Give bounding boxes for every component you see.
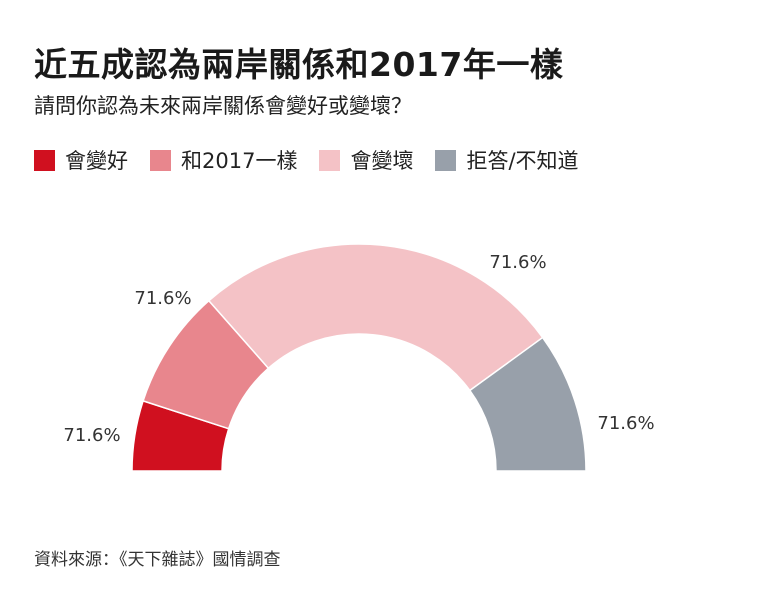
- slice-unknown: [468, 336, 587, 472]
- legend-swatch-unknown: [435, 149, 457, 171]
- chart-subtitle: 請問你認為未來兩岸關係會變好或變壞？: [34, 94, 412, 118]
- data-label-same: 71.6%: [134, 288, 191, 309]
- legend-swatch-better: [34, 149, 55, 171]
- labels-group: 71.6% 71.6% 71.6% 71.6%: [63, 252, 654, 446]
- legend-label-same: 和2017一樣: [181, 149, 298, 173]
- data-label-better: 71.6%: [63, 425, 120, 446]
- legend-label-worse: 會變壞: [350, 149, 414, 173]
- legend-label-unknown: 拒答/不知道: [466, 149, 579, 173]
- legend-item-worse: 會變壞: [319, 145, 413, 175]
- legend-item-unknown: 拒答/不知道: [435, 145, 579, 175]
- slice-worse: [207, 243, 544, 392]
- legend-swatch-same: [150, 149, 171, 171]
- data-label-worse: 71.6%: [489, 252, 546, 273]
- legend-item-better: 會變好: [34, 145, 128, 175]
- legend-swatch-worse: [319, 149, 341, 171]
- legend-item-same: 和2017一樣: [150, 145, 297, 175]
- legend-label-better: 會變好: [65, 149, 128, 173]
- chart-title: 近五成認為兩岸關係和2017年一樣: [34, 45, 564, 84]
- slices-group: [131, 243, 587, 472]
- source-note: 資料來源：《天下雜誌》國情調查: [34, 550, 281, 570]
- legend: 會變好 和2017一樣 會變壞 拒答/不知道: [34, 145, 601, 175]
- data-label-unknown: 71.6%: [597, 413, 654, 434]
